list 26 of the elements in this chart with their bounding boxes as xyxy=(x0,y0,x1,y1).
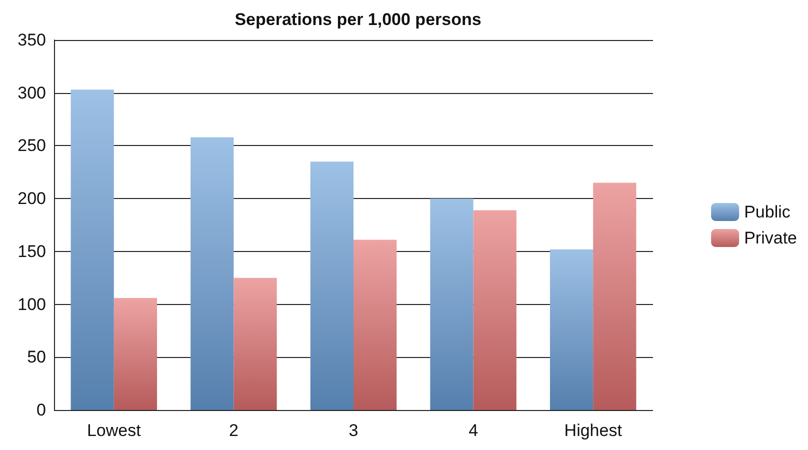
y-tick-label: 0 xyxy=(36,400,46,420)
bar xyxy=(310,162,354,410)
x-tick-label: Highest xyxy=(564,421,622,440)
legend-label: Private xyxy=(744,228,798,248)
y-tick-label: 100 xyxy=(18,294,46,314)
bar xyxy=(473,210,516,410)
y-tick-label: 250 xyxy=(18,136,46,156)
x-tick-label: 2 xyxy=(228,421,238,440)
x-tick-label: Lowest xyxy=(86,421,142,440)
x-tick-label: 4 xyxy=(468,421,478,440)
y-tick-label: 150 xyxy=(18,242,46,261)
bar xyxy=(190,137,234,410)
bar xyxy=(593,182,636,410)
bar xyxy=(550,249,594,410)
y-tick-label: 50 xyxy=(27,348,46,367)
y-tick-label: 200 xyxy=(18,189,46,208)
bar xyxy=(430,198,474,410)
legend-label: Public xyxy=(744,202,791,222)
bar xyxy=(354,240,397,410)
x-tick-label: 3 xyxy=(348,421,358,440)
chart-title: Seperations per 1,000 persons xyxy=(234,10,482,29)
bar xyxy=(114,298,158,410)
y-tick-label: 300 xyxy=(18,83,46,102)
y-tick-label: 350 xyxy=(18,30,46,50)
bar xyxy=(70,90,114,410)
bar xyxy=(234,278,277,410)
